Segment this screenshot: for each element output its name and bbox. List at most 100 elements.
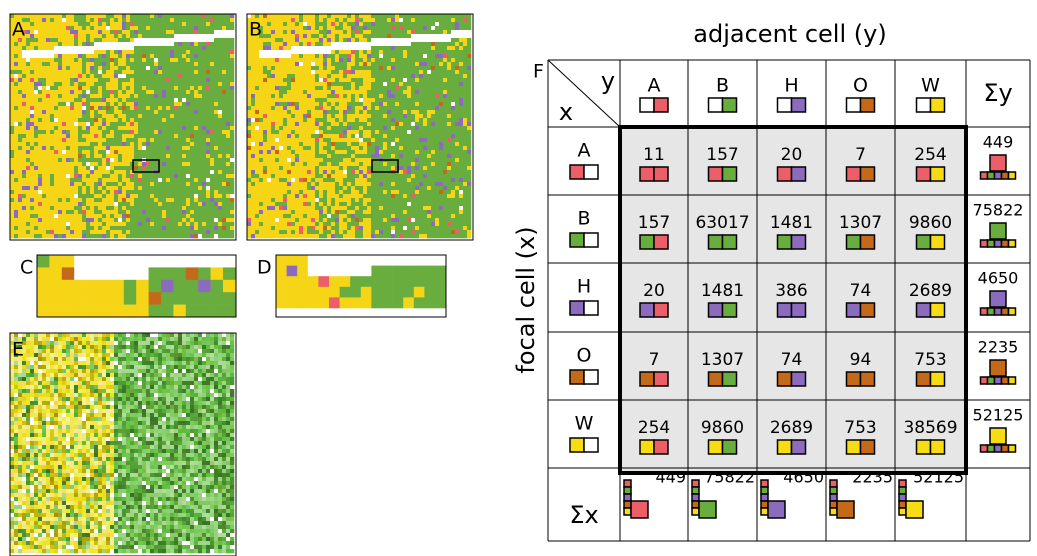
- map-pixel: [58, 134, 62, 138]
- map-pixel: [178, 162, 182, 166]
- map-pixel: [98, 198, 102, 202]
- map-pixel: [138, 162, 142, 166]
- map-pixel: [315, 130, 319, 134]
- map-pixel: [142, 42, 146, 46]
- map-pixel: [214, 34, 218, 38]
- map-pixel: [222, 150, 226, 154]
- map-pixel: [54, 14, 58, 18]
- map-pixel: [66, 114, 70, 118]
- map-pixel: [275, 30, 279, 34]
- map-pixel: [162, 230, 166, 234]
- map-pixel: [82, 54, 86, 58]
- map-pixel: [30, 98, 34, 102]
- map-pixel: [299, 202, 303, 206]
- map-pixel: [86, 78, 90, 82]
- map-pixel: [259, 190, 263, 194]
- map-pixel: [287, 90, 291, 94]
- map-pixel: [371, 190, 375, 194]
- map-pixel: [190, 30, 194, 34]
- map-pixel: [34, 62, 38, 66]
- map-pixel: [247, 134, 251, 138]
- map-pixel: [295, 26, 299, 30]
- map-pixel: [30, 166, 34, 170]
- map-pixel: [291, 178, 295, 182]
- map-pixel: [367, 174, 371, 178]
- map-pixel: [247, 62, 251, 66]
- map-pixel: [371, 86, 375, 90]
- map-pixel: [182, 86, 186, 90]
- map-pixel: [118, 66, 122, 70]
- map-pixel: [194, 118, 198, 122]
- map-pixel: [94, 34, 98, 38]
- map-pixel: [38, 62, 42, 66]
- map-pixel: [134, 194, 138, 198]
- map-pixel: [226, 106, 230, 110]
- map-pixel: [339, 122, 343, 126]
- map-pixel: [94, 210, 98, 214]
- map-pixel: [331, 138, 335, 142]
- map-pixel: [323, 206, 327, 210]
- map-pixel: [186, 50, 190, 54]
- map-pixel: [70, 230, 74, 234]
- map-pixel: [114, 182, 118, 186]
- map-pixel: [30, 138, 34, 142]
- map-pixel: [74, 234, 78, 238]
- map-pixel: [303, 218, 307, 222]
- map-pixel: [186, 30, 190, 34]
- map-pixel: [22, 70, 26, 74]
- map-pixel: [351, 198, 355, 202]
- map-pixel: [134, 174, 138, 178]
- map-pixel: [138, 34, 142, 38]
- map-pixel: [82, 62, 86, 66]
- map-pixel: [210, 146, 214, 150]
- map-pixel: [347, 202, 351, 206]
- map-pixel: [150, 226, 154, 230]
- map-pixel: [311, 26, 315, 30]
- map-pixel: [291, 126, 295, 130]
- map-pixel: [247, 202, 251, 206]
- map-pixel: [367, 58, 371, 62]
- map-pixel: [247, 118, 251, 122]
- map-pixel: [182, 162, 186, 166]
- map-pixel: [206, 46, 210, 50]
- map-pixel: [279, 146, 283, 150]
- map-pixel: [343, 130, 347, 134]
- map-pixel: [150, 222, 154, 226]
- map-pixel: [162, 18, 166, 22]
- map-pixel: [50, 78, 54, 82]
- map-pixel: [291, 210, 295, 214]
- map-pixel: [367, 206, 371, 210]
- map-pixel: [194, 186, 198, 190]
- map-pixel: [62, 102, 66, 106]
- map-pixel: [283, 134, 287, 138]
- map-pixel: [62, 34, 66, 38]
- map-pixel: [194, 50, 198, 54]
- map-pixel: [371, 182, 375, 186]
- map-pixel: [218, 150, 222, 154]
- map-pixel: [22, 222, 26, 226]
- map-pixel: [78, 174, 82, 178]
- map-pixel: [158, 30, 162, 34]
- map-pixel: [222, 154, 226, 158]
- map-pixel: [351, 122, 355, 126]
- map-pixel: [134, 226, 138, 230]
- map-pixel: [50, 102, 54, 106]
- map-pixel: [287, 130, 291, 134]
- map-pixel: [14, 194, 18, 198]
- map-pixel: [291, 206, 295, 210]
- map-pixel: [206, 18, 210, 22]
- map-pixel: [363, 130, 367, 134]
- map-pixel: [267, 118, 271, 122]
- map-pixel: [367, 126, 371, 130]
- map-pixel: [222, 30, 226, 34]
- map-pixel: [218, 114, 222, 118]
- map-pixel: [367, 122, 371, 126]
- map-pixel: [118, 78, 122, 82]
- map-pixel: [114, 22, 118, 26]
- map-pixel: [375, 174, 379, 178]
- map-pixel: [86, 210, 90, 214]
- map-pixel: [275, 22, 279, 26]
- map-pixel: [210, 222, 214, 226]
- map-pixel: [263, 194, 267, 198]
- map-pixel: [279, 154, 283, 158]
